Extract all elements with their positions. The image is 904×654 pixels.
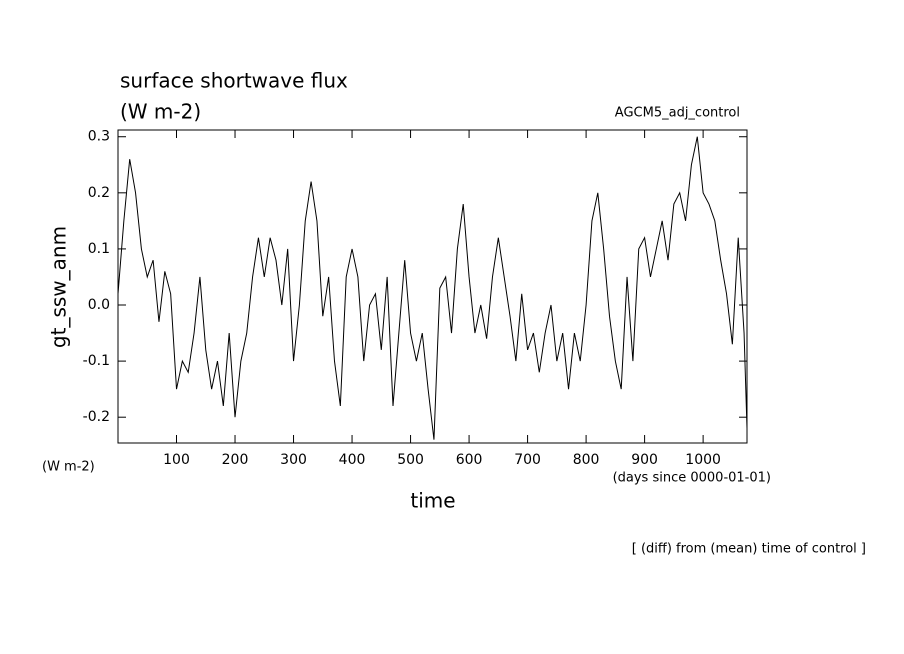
- x-tick-label: 200: [222, 452, 249, 468]
- y-tick-label: 0.0: [88, 297, 110, 313]
- x-tick-label: 300: [280, 452, 307, 468]
- x-tick-label: 700: [514, 452, 541, 468]
- x-tick-label: 400: [339, 452, 366, 468]
- x-tick-label: 1000: [685, 452, 721, 468]
- plot-frame: [117, 129, 748, 444]
- x-tick-label: 900: [631, 452, 658, 468]
- x-units: (days since 0000-01-01): [613, 471, 771, 486]
- y-tick-label: -0.2: [83, 409, 110, 425]
- x-tick-label: 500: [397, 452, 424, 468]
- footer: [ (diff) from (mean) time of control ]: [632, 542, 866, 557]
- run-label: AGCM5_adj_control: [615, 106, 740, 121]
- y-units: (W m-2): [42, 460, 95, 475]
- x-axis-label: time: [410, 489, 455, 513]
- y-tick-label: 0.3: [88, 129, 110, 145]
- y-tick-label: 0.2: [88, 185, 110, 201]
- x-tick-label: 100: [163, 452, 190, 468]
- chart-title: surface shortwave flux: [120, 69, 348, 93]
- x-tick-label: 600: [456, 452, 483, 468]
- units: (W m-2): [120, 100, 201, 124]
- x-tick-label: 800: [573, 452, 600, 468]
- y-tick-label: 0.1: [88, 241, 110, 257]
- y-axis-label: gt_ssw_anm: [47, 226, 71, 348]
- y-tick-label: -0.1: [83, 353, 110, 369]
- data-line: [117, 136, 748, 440]
